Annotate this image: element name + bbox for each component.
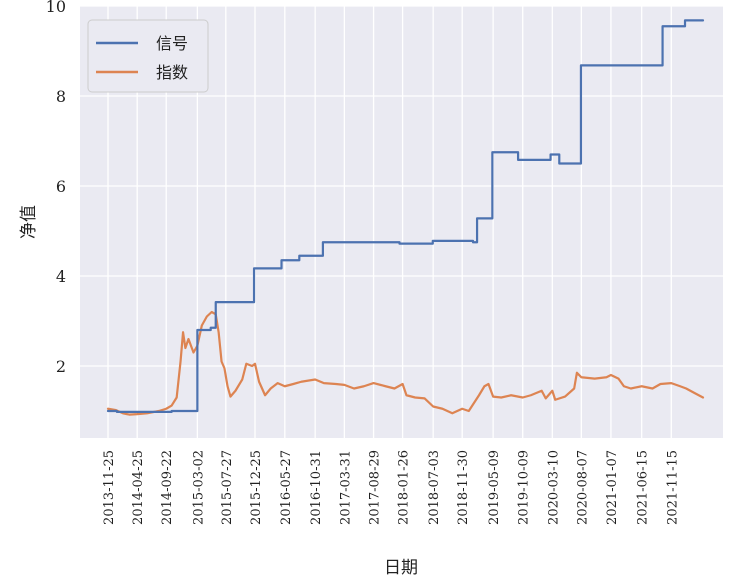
- series-line-index: [106, 310, 705, 416]
- x-tick-label: 2015-07-27: [220, 450, 235, 525]
- x-tick-label: 2019-10-09: [517, 450, 532, 525]
- y-tick-label: 10: [46, 0, 66, 16]
- y-axis-label: 净值: [19, 205, 39, 239]
- x-tick-label: 2015-03-02: [191, 450, 206, 525]
- x-tick-label: 2015-12-25: [249, 450, 264, 525]
- y-tick-label: 8: [56, 87, 66, 106]
- x-axis-label: 日期: [384, 558, 418, 578]
- x-tick-label: 2018-07-03: [427, 450, 442, 525]
- x-tick-label: 2021-06-15: [636, 450, 651, 525]
- x-tick-label: 2017-03-31: [338, 450, 353, 525]
- x-tick-label: 2020-03-10: [546, 450, 561, 525]
- x-tick-label: 2013-11-25: [102, 450, 117, 525]
- y-tick-labels: 2 4 6 8 10: [46, 0, 66, 376]
- series-line-signal: [106, 19, 705, 413]
- series-layer: [106, 19, 705, 416]
- y-tick-label: 6: [56, 177, 66, 196]
- x-tick-label: 2014-04-25: [131, 450, 146, 525]
- x-tick-labels: 2013-11-25 2014-04-25 2014-09-22 2015-03-02…: [102, 450, 680, 525]
- x-tick-label: 2018-01-26: [397, 450, 412, 525]
- legend: 信号 指数: [87, 19, 209, 93]
- legend-box: [87, 19, 209, 93]
- y-tick-label: 4: [56, 267, 66, 286]
- legend-label-index: 指数: [156, 63, 188, 82]
- grid-y: [80, 5, 723, 367]
- x-tick-label: 2021-11-15: [665, 450, 680, 525]
- x-tick-label: 2016-10-31: [309, 450, 324, 525]
- x-tick-label: 2020-08-07: [575, 450, 590, 525]
- x-tick-label: 2017-08-29: [368, 450, 383, 525]
- x-tick-label: 2019-05-09: [487, 450, 502, 525]
- legend-label-signal: 信号: [156, 34, 188, 53]
- x-tick-label: 2016-05-27: [279, 450, 294, 525]
- x-tick-label: 2021-01-07: [605, 450, 620, 525]
- y-tick-label: 2: [56, 357, 66, 376]
- x-tick-label: 2018-11-30: [456, 450, 471, 525]
- x-tick-label: 2014-09-22: [160, 450, 175, 525]
